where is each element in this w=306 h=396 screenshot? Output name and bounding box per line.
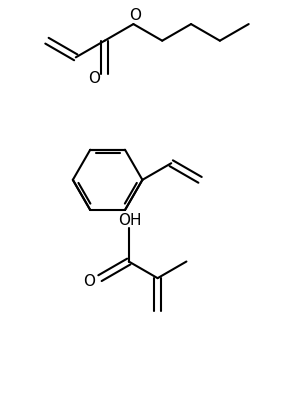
Text: OH: OH [118, 213, 142, 228]
Text: O: O [129, 8, 141, 23]
Text: O: O [84, 274, 95, 289]
Text: O: O [88, 71, 100, 86]
